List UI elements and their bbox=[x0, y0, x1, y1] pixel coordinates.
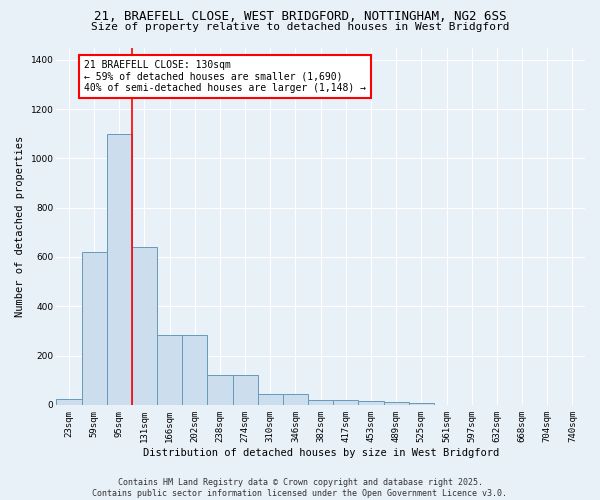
Bar bbox=[82, 252, 107, 405]
Bar bbox=[132, 247, 157, 405]
Y-axis label: Number of detached properties: Number of detached properties bbox=[15, 136, 25, 317]
Bar bbox=[409, 403, 434, 405]
Bar bbox=[107, 134, 132, 405]
Text: Size of property relative to detached houses in West Bridgford: Size of property relative to detached ho… bbox=[91, 22, 509, 32]
Bar bbox=[358, 401, 383, 405]
Bar bbox=[258, 394, 283, 405]
Text: 21, BRAEFELL CLOSE, WEST BRIDGFORD, NOTTINGHAM, NG2 6SS: 21, BRAEFELL CLOSE, WEST BRIDGFORD, NOTT… bbox=[94, 10, 506, 23]
X-axis label: Distribution of detached houses by size in West Bridgford: Distribution of detached houses by size … bbox=[143, 448, 499, 458]
Bar bbox=[283, 394, 308, 405]
Text: 21 BRAEFELL CLOSE: 130sqm
← 59% of detached houses are smaller (1,690)
40% of se: 21 BRAEFELL CLOSE: 130sqm ← 59% of detac… bbox=[84, 60, 366, 93]
Bar bbox=[233, 376, 258, 405]
Bar bbox=[56, 398, 82, 405]
Bar bbox=[383, 402, 409, 405]
Bar bbox=[157, 334, 182, 405]
Bar bbox=[333, 400, 358, 405]
Bar bbox=[308, 400, 333, 405]
Bar bbox=[182, 334, 208, 405]
Bar bbox=[208, 376, 233, 405]
Text: Contains HM Land Registry data © Crown copyright and database right 2025.
Contai: Contains HM Land Registry data © Crown c… bbox=[92, 478, 508, 498]
